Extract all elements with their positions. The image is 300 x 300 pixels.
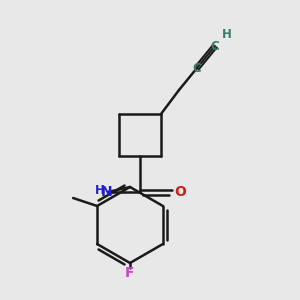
Text: C: C [193, 61, 201, 74]
Text: F: F [125, 266, 135, 280]
Text: N: N [101, 185, 113, 199]
Text: C: C [211, 40, 219, 52]
Text: H: H [222, 28, 232, 40]
Text: H: H [95, 184, 105, 196]
Text: O: O [174, 185, 186, 199]
